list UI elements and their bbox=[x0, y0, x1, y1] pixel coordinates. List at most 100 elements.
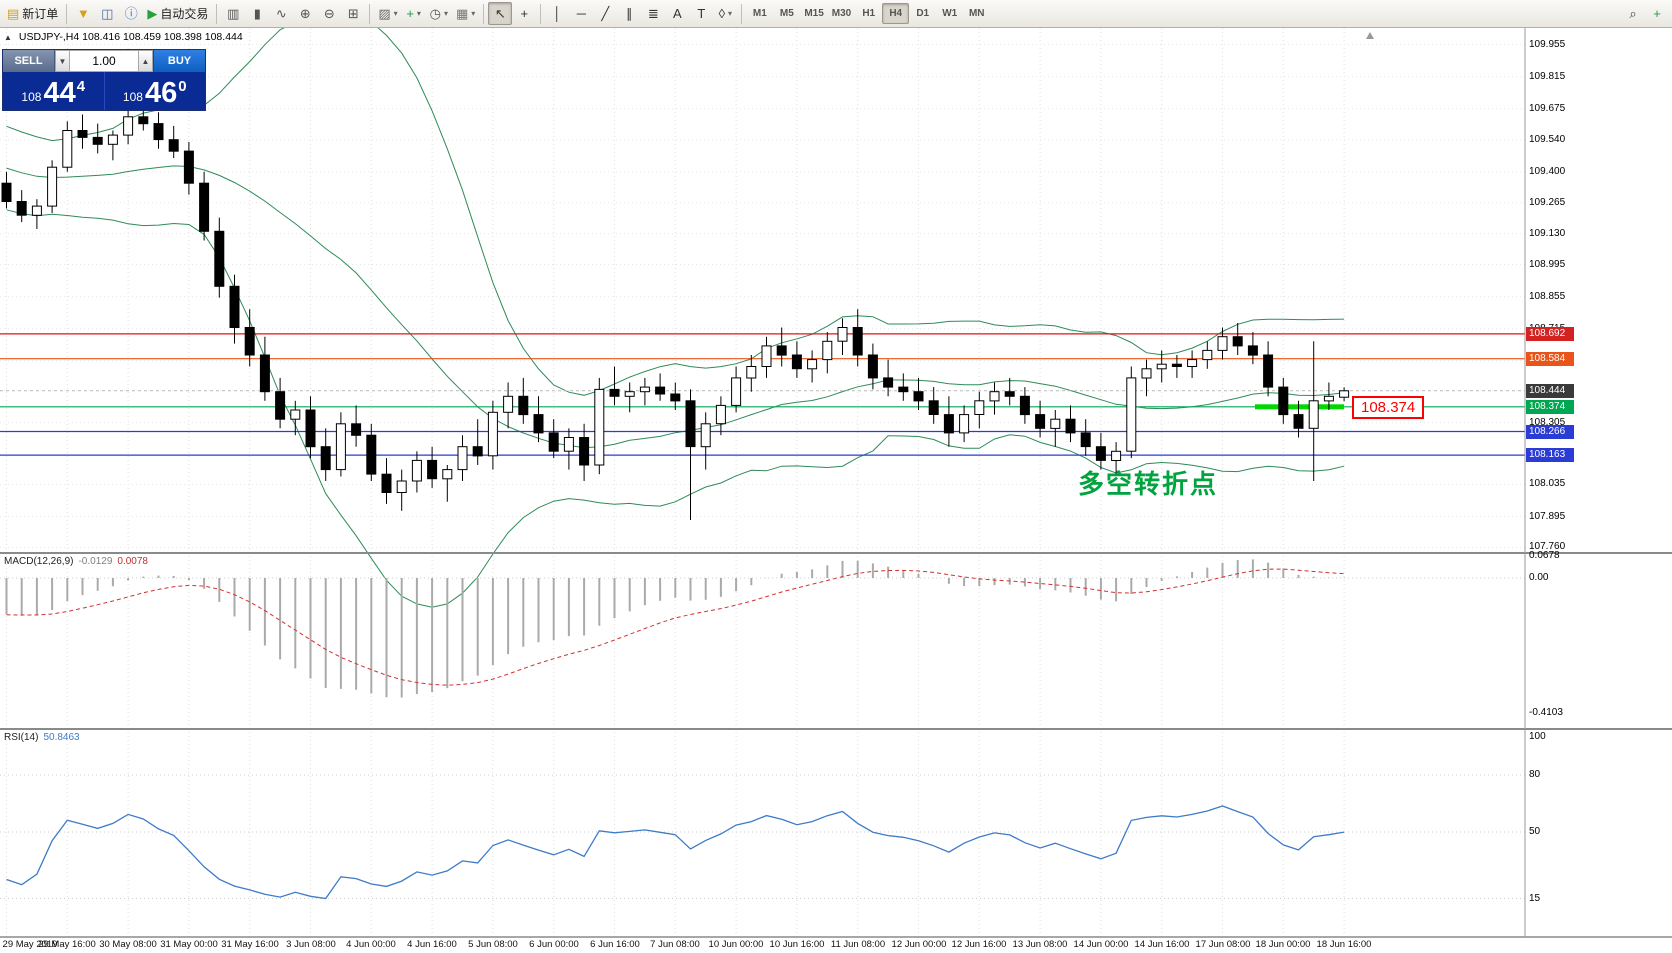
price-scale-tick[interactable]: 107.760 bbox=[1529, 541, 1566, 552]
price-flag-label[interactable]: 108.374 bbox=[1352, 396, 1425, 419]
time-axis-label[interactable]: 6 Jun 16:00 bbox=[590, 939, 640, 950]
timeframe-m1-button[interactable]: M1 bbox=[752, 8, 767, 19]
price-scale-tick[interactable]: 108.035 bbox=[1529, 478, 1566, 489]
add-indicator-button[interactable]: + ▾ bbox=[402, 2, 426, 25]
timeframe-m15-button[interactable]: M15 bbox=[804, 8, 824, 19]
vertical-line-button[interactable]: │ bbox=[545, 2, 569, 25]
time-axis-label[interactable]: 14 Jun 16:00 bbox=[1134, 939, 1190, 950]
time-axis-label[interactable]: 5 Jun 08:00 bbox=[468, 939, 518, 950]
time-axis-label[interactable]: 7 Jun 08:00 bbox=[650, 939, 700, 950]
volume-input[interactable]: 1.00 bbox=[70, 50, 138, 72]
time-axis-label[interactable]: 18 Jun 00:00 bbox=[1255, 939, 1311, 950]
timeframe-m30-button[interactable]: M30 bbox=[831, 8, 852, 19]
crosshair-button[interactable]: + bbox=[512, 2, 536, 25]
macd-signal-line[interactable] bbox=[6, 568, 1345, 686]
time-axis-label[interactable]: 12 Jun 00:00 bbox=[891, 939, 947, 950]
price-scale-tick[interactable]: 109.815 bbox=[1529, 71, 1566, 82]
price-badge-level[interactable]: 108.163 bbox=[1526, 448, 1574, 462]
time-axis-label[interactable]: 12 Jun 16:00 bbox=[951, 939, 1007, 950]
chart-shift-marker-icon[interactable] bbox=[1366, 32, 1374, 39]
macd-scale-tick[interactable]: -0.4103 bbox=[1529, 707, 1563, 718]
periods-menu-button[interactable]: ◷ ▾ bbox=[426, 2, 452, 25]
candles-layer[interactable] bbox=[1, 103, 1350, 520]
time-axis-label[interactable]: 10 Jun 16:00 bbox=[769, 939, 825, 950]
time-axis-label[interactable]: 4 Jun 00:00 bbox=[346, 939, 396, 950]
horizontal-line-button[interactable]: ─ bbox=[569, 2, 593, 25]
timeframe-d1-button[interactable]: D1 bbox=[916, 8, 930, 19]
price-badge-level[interactable]: 108.374 bbox=[1526, 400, 1574, 414]
search-button[interactable]: ⌕ bbox=[1621, 2, 1645, 25]
buy-price[interactable]: 108 46 0 bbox=[105, 72, 206, 110]
text-button[interactable]: A bbox=[665, 2, 689, 25]
line-chart-button[interactable]: ∿ bbox=[269, 2, 293, 25]
rsi-scale-tick[interactable]: 80 bbox=[1529, 769, 1541, 780]
time-axis-label[interactable]: 13 Jun 08:00 bbox=[1012, 939, 1068, 950]
cursor-button[interactable]: ↖ bbox=[488, 2, 513, 25]
autotrade-button[interactable]: ▶ 自动交易 bbox=[143, 2, 212, 25]
rsi-scale-tick[interactable]: 100 bbox=[1529, 731, 1546, 742]
bar-chart-button[interactable]: ▥ bbox=[221, 2, 245, 25]
trendline-button[interactable]: ╱ bbox=[593, 2, 617, 25]
funnel-icon-button[interactable]: ▼ bbox=[71, 2, 95, 25]
price-scale-tick[interactable]: 109.130 bbox=[1529, 228, 1566, 239]
price-scale-tick[interactable]: 108.995 bbox=[1529, 259, 1566, 270]
time-axis-label[interactable]: 29 May 16:00 bbox=[38, 939, 96, 950]
time-axis-label[interactable]: 17 Jun 08:00 bbox=[1195, 939, 1251, 950]
price-scale-tick[interactable]: 107.895 bbox=[1529, 511, 1566, 522]
timeframe-mn-button[interactable]: MN bbox=[968, 8, 985, 19]
add-chart-button[interactable]: + bbox=[1645, 2, 1669, 25]
shapes-button[interactable]: ◊ ▾ bbox=[713, 2, 737, 25]
text-label-button[interactable]: T bbox=[689, 2, 713, 25]
new-order-button[interactable]: ▤ 新订单 bbox=[3, 2, 62, 25]
price-scale-tick[interactable]: 109.265 bbox=[1529, 197, 1566, 208]
price-scale-tick[interactable]: 109.675 bbox=[1529, 103, 1566, 114]
macd-histogram[interactable] bbox=[5, 559, 1346, 698]
price-scale-tick[interactable]: 109.540 bbox=[1529, 134, 1566, 145]
rsi-scale-tick[interactable]: 50 bbox=[1529, 826, 1541, 837]
profiles-button[interactable]: ▨ ▾ bbox=[374, 2, 401, 25]
time-axis-label[interactable]: 3 Jun 08:00 bbox=[286, 939, 336, 950]
buy-button[interactable]: BUY bbox=[153, 50, 205, 72]
bollinger-bands[interactable] bbox=[6, 3, 1345, 608]
macd-scale-tick[interactable]: 0.00 bbox=[1529, 572, 1549, 583]
price-scale-tick[interactable]: 108.305 bbox=[1529, 417, 1566, 428]
price-badge-level[interactable]: 108.692 bbox=[1526, 327, 1574, 341]
time-axis-label[interactable]: 6 Jun 00:00 bbox=[529, 939, 579, 950]
highlight-price-segment[interactable] bbox=[1255, 404, 1344, 410]
time-axis-label[interactable]: 30 May 08:00 bbox=[99, 939, 157, 950]
time-axis-label[interactable]: 4 Jun 16:00 bbox=[407, 939, 457, 950]
zoom-in-button[interactable]: ⊕ bbox=[293, 2, 317, 25]
price-badge-level[interactable]: 108.266 bbox=[1526, 425, 1574, 439]
price-scale-tick[interactable]: 109.400 bbox=[1529, 166, 1566, 177]
price-badge-level[interactable]: 108.584 bbox=[1526, 352, 1574, 366]
market-watch-button[interactable]: ◫ bbox=[95, 2, 119, 25]
data-window-button[interactable]: ⓘ bbox=[119, 2, 143, 25]
timeframe-w1-button[interactable]: W1 bbox=[942, 8, 958, 19]
sell-button[interactable]: SELL bbox=[3, 50, 55, 72]
one-click-toggle-icon[interactable]: ▲ bbox=[4, 32, 12, 42]
zoom-out-button[interactable]: ⊖ bbox=[317, 2, 341, 25]
timeframe-h1-button[interactable]: H1 bbox=[862, 8, 876, 19]
macd-scale-tick[interactable]: 0.0678 bbox=[1529, 550, 1560, 561]
rsi-line[interactable] bbox=[6, 805, 1345, 900]
price-scale-tick[interactable]: 108.855 bbox=[1529, 291, 1566, 302]
rsi-scale-tick[interactable]: 15 bbox=[1529, 893, 1541, 904]
timeframe-h4-button[interactable]: H4 bbox=[882, 3, 910, 24]
fibonacci-button[interactable]: ≣ bbox=[641, 2, 665, 25]
templates-button[interactable]: ▦ ▾ bbox=[452, 2, 479, 25]
time-axis-label[interactable]: 31 May 00:00 bbox=[160, 939, 218, 950]
time-axis-label[interactable]: 14 Jun 00:00 bbox=[1073, 939, 1129, 950]
candlestick-chart-button[interactable]: ▮ bbox=[245, 2, 269, 25]
tile-windows-button[interactable]: ⊞ bbox=[341, 2, 365, 25]
turning-point-annotation[interactable]: 多空转折点 bbox=[1078, 469, 1219, 499]
time-axis-label[interactable]: 10 Jun 00:00 bbox=[708, 939, 764, 950]
time-axis-label[interactable]: 29 May 2019 bbox=[2, 939, 58, 950]
sell-price[interactable]: 108 44 4 bbox=[3, 72, 104, 110]
timeframe-m5-button[interactable]: M5 bbox=[779, 8, 794, 19]
volume-decrease-button[interactable]: ▼ bbox=[55, 50, 70, 72]
channel-button[interactable]: ∥ bbox=[617, 2, 641, 25]
time-axis-label[interactable]: 31 May 16:00 bbox=[221, 939, 279, 950]
time-axis-label[interactable]: 11 Jun 08:00 bbox=[830, 939, 886, 950]
time-axis-label[interactable]: 18 Jun 16:00 bbox=[1316, 939, 1372, 950]
